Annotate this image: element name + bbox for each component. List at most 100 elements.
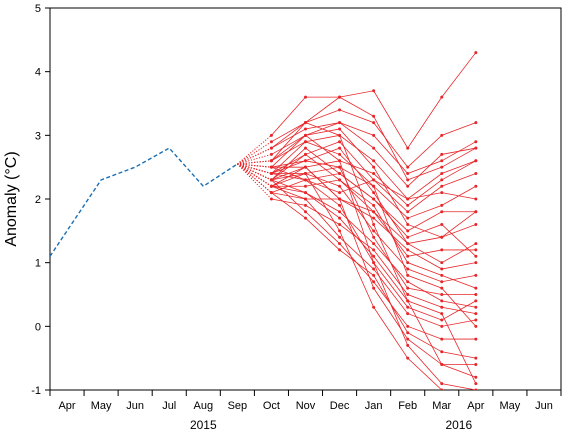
forecast-point xyxy=(372,216,376,220)
x-tick-label: Jun xyxy=(126,400,144,412)
y-tick-label: 2 xyxy=(35,194,41,206)
forecast-point xyxy=(440,191,444,195)
y-tick-label: 5 xyxy=(35,3,41,15)
forecast-point xyxy=(269,165,273,169)
forecast-point xyxy=(338,210,342,214)
x-tick-label: Aug xyxy=(194,400,214,412)
forecast-point xyxy=(304,172,307,176)
forecast-point xyxy=(406,324,410,328)
observed-series xyxy=(50,147,238,257)
forecast-point xyxy=(406,337,410,341)
forecast-point xyxy=(474,363,478,367)
forecast-point xyxy=(338,133,342,137)
forecast-point xyxy=(338,242,342,246)
forecast-point xyxy=(304,210,307,214)
forecast-point xyxy=(372,305,376,309)
x-tick-label: Jan xyxy=(365,400,383,412)
forecast-member xyxy=(237,163,478,316)
forecast-point xyxy=(474,248,478,252)
forecast-lead-in xyxy=(237,163,272,175)
forecast-point xyxy=(440,178,444,182)
forecast-point xyxy=(269,184,273,188)
forecast-point xyxy=(406,210,410,214)
forecast-point xyxy=(372,178,376,182)
forecast-point xyxy=(440,165,444,169)
forecast-point xyxy=(406,343,410,347)
x-tick-label: Oct xyxy=(263,400,280,412)
forecast-point xyxy=(304,184,307,188)
forecast-point xyxy=(406,203,410,207)
forecast-point xyxy=(269,152,273,156)
forecast-point xyxy=(440,299,444,303)
forecast-point xyxy=(338,222,342,226)
forecast-point xyxy=(406,235,410,239)
forecast-point xyxy=(338,108,342,112)
forecast-point xyxy=(338,159,342,163)
forecast-point xyxy=(440,152,444,156)
forecast-lead-in xyxy=(237,163,272,181)
forecast-point xyxy=(372,286,376,290)
forecast-point xyxy=(440,312,444,316)
x-tick-label: Sep xyxy=(228,400,248,412)
forecast-point xyxy=(474,273,478,277)
forecast-point xyxy=(440,235,444,239)
forecast-point xyxy=(338,172,342,176)
x-tick-label: Dec xyxy=(330,400,350,412)
forecast-point xyxy=(372,242,376,246)
forecast-point xyxy=(474,51,478,55)
forecast-member xyxy=(237,163,478,201)
forecast-lead-in xyxy=(237,160,272,165)
forecast-point xyxy=(372,210,376,214)
forecast-line xyxy=(271,173,477,321)
forecast-point xyxy=(440,172,444,176)
forecast-point xyxy=(474,375,478,379)
forecast-point xyxy=(474,382,478,386)
forecast-point xyxy=(474,356,478,360)
forecast-point xyxy=(440,159,444,163)
forecast-line xyxy=(271,141,476,213)
forecast-point xyxy=(304,216,307,220)
forecast-point xyxy=(406,165,410,169)
forecast-point xyxy=(406,229,410,233)
forecast-point xyxy=(440,350,444,354)
forecast-point xyxy=(338,127,342,131)
y-tick-label: -1 xyxy=(31,385,41,397)
forecast-member xyxy=(237,95,478,182)
forecast-point xyxy=(406,305,410,309)
forecast-point xyxy=(406,280,410,284)
forecast-point xyxy=(474,242,478,246)
forecast-point xyxy=(406,197,410,201)
forecast-point xyxy=(372,229,376,233)
forecast-point xyxy=(440,203,444,207)
forecast-point xyxy=(338,184,342,188)
forecast-point xyxy=(474,121,478,125)
forecast-point xyxy=(372,235,376,239)
forecast-point xyxy=(338,178,342,182)
forecast-member xyxy=(237,163,478,360)
forecast-lead-in xyxy=(237,163,272,187)
forecast-point xyxy=(269,178,273,182)
forecast-point xyxy=(372,261,376,265)
forecast-point xyxy=(372,273,376,277)
forecast-point xyxy=(440,273,444,277)
forecast-point xyxy=(440,382,444,386)
y-tick-label: 4 xyxy=(35,67,41,79)
year-label: 2016 xyxy=(445,418,472,432)
x-tick-label: Feb xyxy=(398,400,417,412)
forecast-point xyxy=(474,172,478,176)
forecast-point xyxy=(406,331,410,335)
forecast-line xyxy=(271,147,477,257)
forecast-point xyxy=(304,127,307,131)
forecast-point xyxy=(440,210,444,214)
x-tick-label: Apr xyxy=(58,400,75,412)
forecast-point xyxy=(406,299,410,303)
forecast-point xyxy=(338,95,342,99)
forecast-member xyxy=(237,140,478,328)
forecast-member xyxy=(237,152,478,290)
forecast-point xyxy=(338,235,342,239)
forecast-point xyxy=(338,229,342,233)
forecast-point xyxy=(372,184,376,188)
forecast-lead-in xyxy=(237,147,272,165)
forecast-point xyxy=(406,286,410,290)
